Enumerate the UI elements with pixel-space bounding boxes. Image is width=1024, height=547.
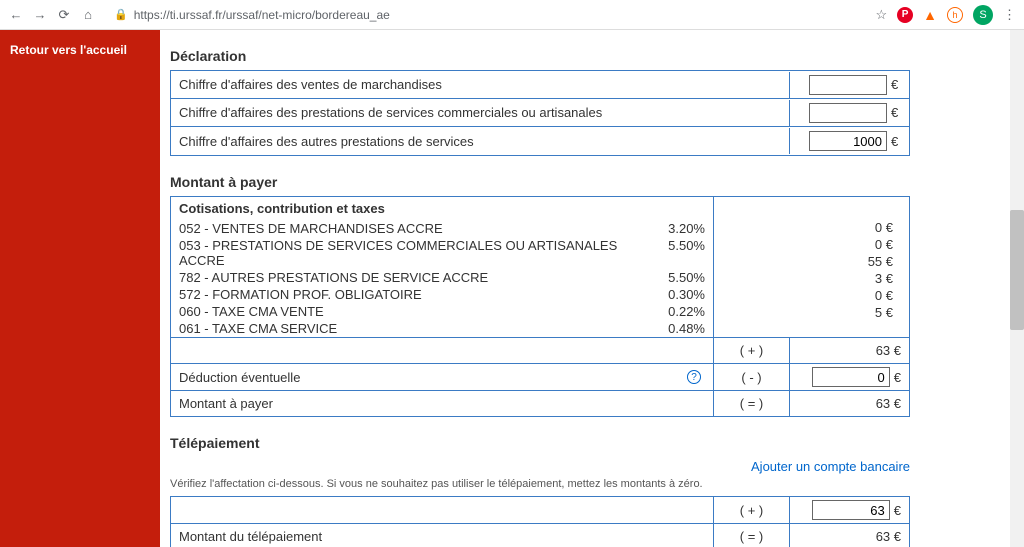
tp-total-amount: 63 € [789, 524, 909, 547]
cotis-row: 060 - TAXE CMA VENTE0.22% [171, 303, 713, 320]
cotis-amt: 0 € [714, 236, 909, 253]
extension-icon-1[interactable]: ▲ [923, 7, 937, 23]
decl-input-autres[interactable] [809, 131, 887, 151]
extension-icon-2[interactable]: h [947, 7, 963, 23]
decl-label: Chiffre d'affaires des autres prestation… [171, 129, 789, 154]
decl-row-commerciales: Chiffre d'affaires des prestations de se… [171, 99, 909, 127]
tp-total-row: Montant du télépaiement ( = ) 63 € [171, 523, 909, 547]
total-label: Montant à payer [171, 391, 713, 416]
declaration-box: Chiffre d'affaires des ventes de marchan… [170, 70, 910, 156]
lock-icon: 🔒 [114, 8, 128, 21]
op-plus: ( + ) [713, 338, 789, 363]
decl-label: Chiffre d'affaires des prestations de se… [171, 100, 789, 125]
montant-title: Montant à payer [170, 174, 910, 190]
help-icon[interactable]: ? [687, 370, 701, 384]
forward-button[interactable]: → [32, 7, 48, 23]
cotis-row: 052 - VENTES DE MARCHANDISES ACCRE3.20% [171, 220, 713, 237]
reload-button[interactable]: ⟳ [56, 7, 72, 23]
montant-box: Cotisations, contribution et taxes 052 -… [170, 196, 910, 417]
decl-input-marchandises[interactable] [809, 75, 887, 95]
euro-symbol: € [891, 105, 903, 120]
home-button[interactable]: ⌂ [80, 7, 96, 23]
subtotal-row: ( + ) 63 € [171, 337, 909, 363]
cotis-row: 053 - PRESTATIONS DE SERVICES COMMERCIAL… [171, 237, 713, 269]
op-minus: ( - ) [713, 364, 789, 390]
cotis-amt: 0 € [714, 219, 909, 236]
cotis-amt: 5 € [714, 304, 909, 321]
home-link[interactable]: Retour vers l'accueil [10, 43, 127, 57]
bookmark-icon[interactable]: ☆ [875, 7, 887, 23]
cotis-amt: 0 € [714, 287, 909, 304]
deduction-label: Déduction éventuelle [179, 370, 300, 385]
cotis-row: 572 - FORMATION PROF. OBLIGATOIRE0.30% [171, 286, 713, 303]
euro-symbol: € [891, 134, 903, 149]
address-bar[interactable]: 🔒 https://ti.urssaf.fr/urssaf/net-micro/… [104, 8, 867, 22]
sidebar: Retour vers l'accueil [0, 30, 160, 547]
cotis-row: 061 - TAXE CMA SERVICE0.48% [171, 320, 713, 337]
scrollbar[interactable] [1010, 30, 1024, 547]
cotis-amt: 3 € [714, 270, 909, 287]
telepaiement-title: Télépaiement [170, 435, 910, 451]
back-button[interactable]: ← [8, 7, 24, 23]
add-account-link[interactable]: Ajouter un compte bancaire [751, 459, 910, 474]
decl-row-marchandises: Chiffre d'affaires des ventes de marchan… [171, 71, 909, 99]
main-content: Déclaration Chiffre d'affaires des vente… [160, 30, 940, 547]
total-amount: 63 € [789, 391, 909, 416]
scrollbar-thumb[interactable] [1010, 210, 1024, 330]
total-row: Montant à payer ( = ) 63 € [171, 390, 909, 416]
euro-symbol: € [891, 77, 903, 92]
declaration-title: Déclaration [170, 48, 910, 64]
euro-symbol: € [894, 370, 901, 385]
deduction-row: Déduction éventuelle ? ( - ) € [171, 363, 909, 390]
tp-total-label: Montant du télépaiement [171, 524, 713, 547]
cotis-amt: 55 € [714, 253, 909, 270]
browser-toolbar: ← → ⟳ ⌂ 🔒 https://ti.urssaf.fr/urssaf/ne… [0, 0, 1024, 30]
telepaiement-note: Vérifiez l'affectation ci-dessous. Si vo… [170, 478, 910, 490]
op-eq: ( = ) [713, 391, 789, 416]
decl-input-commerciales[interactable] [809, 103, 887, 123]
pinterest-icon[interactable]: P [897, 7, 913, 23]
euro-symbol: € [894, 503, 901, 518]
page-body: Retour vers l'accueil Déclaration Chiffr… [0, 30, 1024, 547]
op-eq: ( = ) [713, 524, 789, 547]
deduction-input[interactable] [812, 367, 890, 387]
subtotal-amount: 63 € [789, 338, 909, 363]
telepaiement-input[interactable] [812, 500, 890, 520]
cotisations-header: Cotisations, contribution et taxes [171, 197, 713, 220]
browser-menu[interactable]: ⋮ [1003, 7, 1016, 23]
decl-row-autres: Chiffre d'affaires des autres prestation… [171, 127, 909, 155]
telepaiement-box: ( + ) € Montant du télépaiement ( = ) 63… [170, 496, 910, 547]
decl-label: Chiffre d'affaires des ventes de marchan… [171, 72, 789, 97]
profile-avatar[interactable]: S [973, 5, 993, 25]
url-text: https://ti.urssaf.fr/urssaf/net-micro/bo… [134, 8, 390, 22]
op-plus: ( + ) [713, 497, 789, 523]
cotis-row: 782 - AUTRES PRESTATIONS DE SERVICE ACCR… [171, 269, 713, 286]
tp-input-row: ( + ) € [171, 497, 909, 523]
